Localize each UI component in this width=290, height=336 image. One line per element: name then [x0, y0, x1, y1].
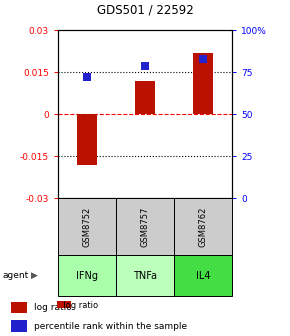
Text: agent: agent [3, 271, 29, 280]
Text: IL4: IL4 [196, 270, 210, 281]
Text: IFNg: IFNg [76, 270, 98, 281]
Bar [174, 255, 232, 296]
Bar [58, 255, 116, 296]
Text: GDS501 / 22592: GDS501 / 22592 [97, 4, 193, 17]
Point [85, 75, 89, 80]
Bar [135, 81, 155, 114]
Bar [58, 198, 116, 255]
Text: GSM8762: GSM8762 [198, 207, 208, 247]
Bar [193, 53, 213, 114]
Bar [116, 255, 174, 296]
Point [143, 63, 147, 68]
Text: ▶: ▶ [31, 271, 38, 280]
Text: GSM8757: GSM8757 [140, 207, 150, 247]
Text: percentile rank within the sample: percentile rank within the sample [34, 322, 187, 331]
Bar [11, 321, 27, 332]
Bar [77, 114, 97, 165]
Text: GSM8752: GSM8752 [82, 207, 92, 247]
Text: log ratio: log ratio [58, 301, 98, 310]
Bar [116, 198, 174, 255]
Bar [11, 302, 27, 313]
Text: TNFa: TNFa [133, 270, 157, 281]
Bar [174, 198, 232, 255]
Text: log ratio: log ratio [34, 303, 72, 312]
Point [201, 56, 205, 61]
